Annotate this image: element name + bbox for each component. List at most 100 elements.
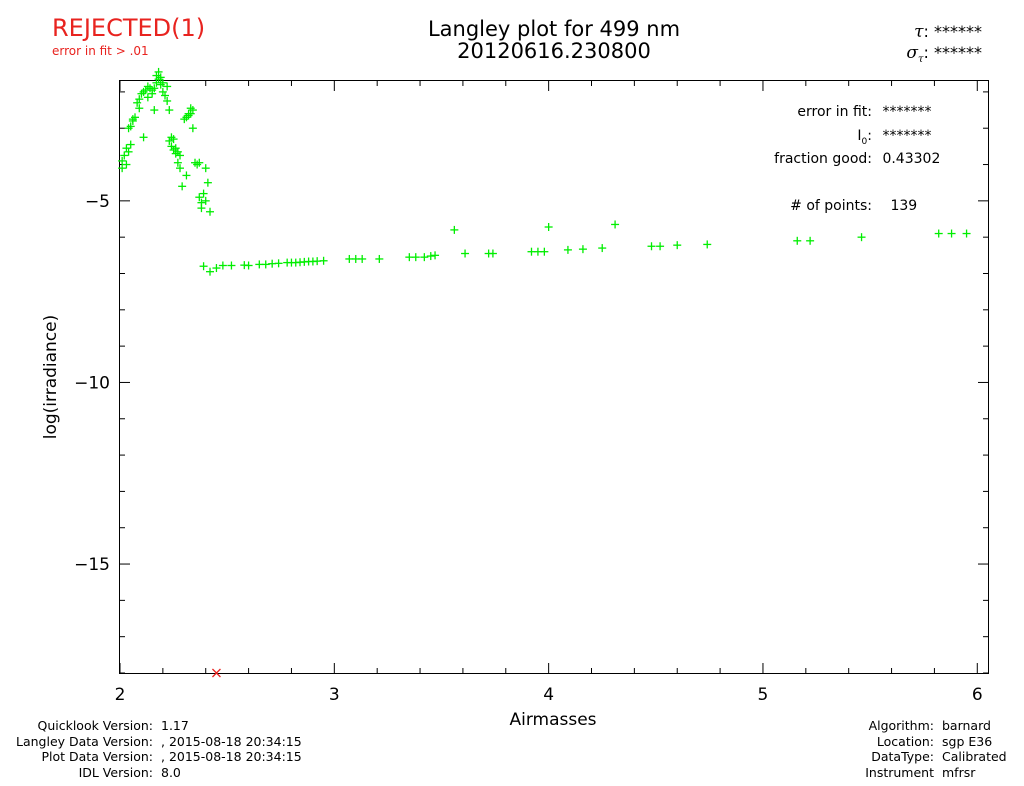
- sigma-subscript: τ: [917, 54, 924, 66]
- sigma-symbol: σ: [906, 43, 918, 63]
- data-point: [540, 247, 549, 256]
- error-in-fit-row: error in fit: *******: [700, 104, 931, 120]
- tau-symbol: τ: [914, 22, 924, 42]
- data-point: [173, 147, 182, 156]
- data-point: [450, 225, 459, 234]
- data-point: [244, 261, 253, 270]
- data-point: [188, 106, 197, 115]
- footer-row: Location: sgp E36: [820, 734, 1007, 750]
- data-point: [167, 133, 176, 142]
- data-point: [173, 158, 182, 167]
- data-point: [156, 73, 165, 82]
- data-point: [703, 240, 712, 249]
- tau-value: ******: [934, 22, 982, 41]
- footer-value: , 2015-08-18 20:34:15: [161, 733, 302, 749]
- data-point: [411, 253, 420, 262]
- data-point: [131, 113, 140, 122]
- status-reason: error in fit > .01: [52, 44, 149, 58]
- data-point: [193, 160, 202, 169]
- data-point: [148, 89, 157, 98]
- data-point: [186, 104, 195, 113]
- data-point: [793, 236, 802, 245]
- data-point: [122, 160, 131, 169]
- chart-title-line2: 20120616.230800: [457, 39, 651, 63]
- error-in-fit-label: error in fit:: [797, 104, 872, 120]
- sigma-tau-readout: στ: ******: [906, 43, 982, 66]
- data-point: [206, 207, 215, 216]
- footer-key: Location:: [876, 733, 934, 749]
- data-point: [563, 245, 572, 254]
- data-point: [461, 249, 470, 258]
- footer-key: Plot Data Version:: [41, 749, 153, 765]
- data-point: [124, 124, 133, 133]
- data-point: [598, 244, 607, 253]
- data-point: [212, 264, 221, 273]
- fraction-good-label: fraction good:: [774, 151, 872, 167]
- i0-subscript: 0: [861, 136, 868, 147]
- data-point: [165, 106, 174, 115]
- data-point: [203, 178, 212, 187]
- data-point: [182, 113, 191, 122]
- data-point: [261, 260, 270, 269]
- data-point: [171, 149, 180, 158]
- fraction-good-row: fraction good: 0.43302: [700, 151, 940, 167]
- data-point: [139, 133, 148, 142]
- data-point: [180, 115, 189, 124]
- footer-row: Plot Data Version: , 2015-08-18 20:34:15: [0, 749, 302, 765]
- footer-row: Quicklook Version: 1.17: [0, 718, 302, 734]
- x-tick-label: 2: [115, 685, 126, 705]
- footer-value: mfrsr: [942, 764, 976, 780]
- footer-key: Quicklook Version:: [37, 718, 153, 733]
- footer-key: DataType:: [871, 749, 934, 765]
- x-tick-label: 5: [758, 685, 769, 705]
- data-point: [962, 229, 971, 238]
- chart-title-line1: Langley plot for 499 nm: [427, 17, 681, 41]
- x-tick-label: 4: [543, 685, 554, 705]
- y-tick-label: −15: [74, 555, 110, 575]
- data-point: [118, 156, 127, 165]
- x-tick-label: 6: [972, 685, 983, 705]
- data-point: [143, 82, 152, 91]
- y-axis-label: log(irradiance): [41, 315, 61, 440]
- footer-key: Langley Data Version:: [15, 733, 153, 749]
- status-label: REJECTED(1): [52, 14, 206, 42]
- footer-value: , 2015-08-18 20:34:15: [161, 749, 302, 765]
- axis-ticks: [119, 81, 988, 674]
- data-point: [197, 204, 206, 213]
- footer-row: DataType: Calibrated: [820, 749, 1006, 765]
- plot-frame: [119, 80, 989, 674]
- data-point: [431, 251, 440, 260]
- data-point: [118, 164, 127, 173]
- data-point: [201, 196, 210, 205]
- data-point: [124, 147, 133, 156]
- data-point: [274, 259, 283, 268]
- data-point: [150, 106, 159, 115]
- data-point: [128, 116, 137, 125]
- data-point: [199, 189, 208, 198]
- footer-value: sgp E36: [942, 733, 993, 749]
- data-point: [426, 252, 435, 261]
- data-point: [319, 256, 328, 265]
- data-point: [135, 95, 144, 104]
- data-point: [947, 229, 956, 238]
- i0-row: I0: *******: [700, 128, 931, 147]
- data-point: [488, 249, 497, 258]
- data-point: [611, 220, 620, 229]
- data-point: [673, 241, 682, 250]
- footer-right: Algorithm: barnard Location: sgp E36 DataTyp…: [820, 718, 1007, 780]
- data-point: [647, 242, 656, 251]
- footer-key: IDL Version:: [78, 764, 153, 780]
- data-point: [806, 236, 815, 245]
- data-points: [118, 67, 971, 678]
- footer-left: Quicklook Version: 1.17 Langley Data Versi…: [0, 718, 302, 780]
- i0-label-wrap: I0:: [857, 128, 872, 147]
- y-tick-label: −5: [85, 192, 110, 212]
- data-point: [544, 223, 553, 232]
- footer-row: Langley Data Version: , 2015-08-18 20:34:…: [0, 734, 302, 750]
- data-point: [161, 91, 170, 100]
- data-point: [188, 124, 197, 133]
- data-point: [137, 89, 146, 98]
- data-point: [176, 151, 185, 160]
- footer-row: IDL Version: 8.0: [0, 765, 302, 781]
